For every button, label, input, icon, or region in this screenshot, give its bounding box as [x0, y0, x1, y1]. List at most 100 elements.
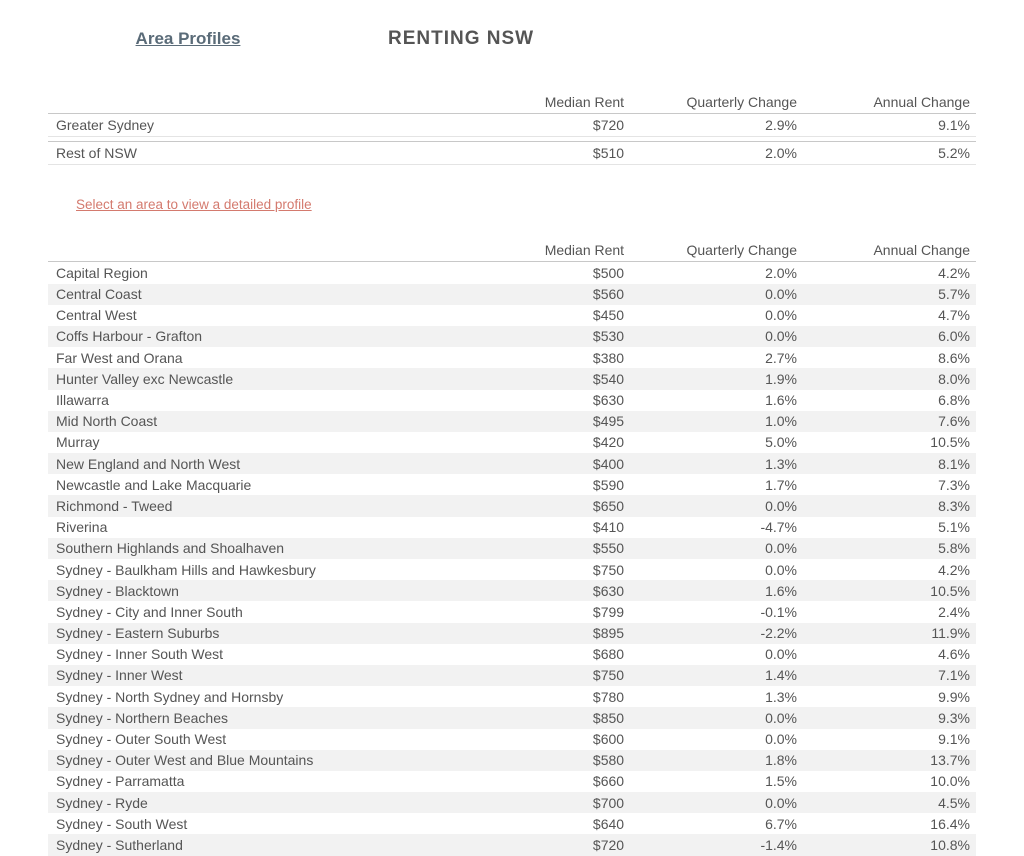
annual-change: 4.2%	[803, 262, 976, 284]
quarterly-change: 0.0%	[630, 305, 803, 326]
area-name: Sydney - Baulkham Hills and Hawkesbury	[48, 559, 457, 580]
area-name: Hunter Valley exc Newcastle	[48, 368, 457, 389]
table-row[interactable]: New England and North West$4001.3%8.1%	[48, 453, 976, 474]
annual-change: 9.3%	[803, 707, 976, 728]
median-rent: $630	[457, 580, 630, 601]
quarterly-change: 1.7%	[630, 474, 803, 495]
table-row[interactable]: Newcastle and Lake Macquarie$5901.7%7.3%	[48, 474, 976, 495]
table-row[interactable]: Sydney - Baulkham Hills and Hawkesbury$7…	[48, 559, 976, 580]
annual-change: 16.4%	[803, 813, 976, 834]
median-rent: $495	[457, 411, 630, 432]
table-row[interactable]: Sydney - Outer South West$6000.0%9.1%	[48, 729, 976, 750]
header: Area Profiles RENTING NSW	[48, 28, 976, 50]
median-rent: $750	[457, 559, 630, 580]
area-name: Sydney - Inner West	[48, 665, 457, 686]
page-title: RENTING NSW	[328, 28, 976, 50]
annual-change: 10.0%	[803, 771, 976, 792]
instruction-link[interactable]: Select an area to view a detailed profil…	[76, 197, 312, 212]
annual-change: 10.5%	[803, 580, 976, 601]
quarterly-change: -0.1%	[630, 601, 803, 622]
table-row[interactable]: Sydney - South West$6406.7%16.4%	[48, 813, 976, 834]
annual-change: 8.3%	[803, 495, 976, 516]
median-rent: $799	[457, 601, 630, 622]
area-name: Sydney - North Sydney and Hornsby	[48, 686, 457, 707]
area-name: Richmond - Tweed	[48, 495, 457, 516]
table-row[interactable]: Hunter Valley exc Newcastle$5401.9%8.0%	[48, 368, 976, 389]
quarterly-change: 1.3%	[630, 686, 803, 707]
col-header-name	[48, 240, 457, 262]
table-row[interactable]: Sydney - Ryde$7000.0%4.5%	[48, 792, 976, 813]
table-row[interactable]: Far West and Orana$3802.7%8.6%	[48, 347, 976, 368]
table-row[interactable]: Sydney - North Sydney and Hornsby$7801.3…	[48, 686, 976, 707]
annual-change: 4.6%	[803, 644, 976, 665]
annual-change: 9.1%	[803, 729, 976, 750]
median-rent: $700	[457, 792, 630, 813]
quarterly-change: 0.0%	[630, 729, 803, 750]
median-rent: $530	[457, 326, 630, 347]
table-row[interactable]: Mid North Coast$4951.0%7.6%	[48, 411, 976, 432]
area-name: Sydney - Ryde	[48, 792, 457, 813]
area-name: New England and North West	[48, 453, 457, 474]
area-name: Sydney - Eastern Suburbs	[48, 623, 457, 644]
quarterly-change: 6.7%	[630, 813, 803, 834]
annual-change: 2.4%	[803, 601, 976, 622]
table-row[interactable]: Riverina$410-4.7%5.1%	[48, 517, 976, 538]
annual-change: 7.6%	[803, 411, 976, 432]
table-row[interactable]: Sydney - Parramatta$6601.5%10.0%	[48, 771, 976, 792]
annual-change: 4.7%	[803, 305, 976, 326]
area-name: Sydney - Parramatta	[48, 771, 457, 792]
table-row[interactable]: Coffs Harbour - Grafton$5300.0%6.0%	[48, 326, 976, 347]
median-rent: $750	[457, 665, 630, 686]
quarterly-change: 1.5%	[630, 771, 803, 792]
col-header-median: Median Rent	[457, 240, 630, 262]
table-row[interactable]: Sydney - Inner South West$6800.0%4.6%	[48, 644, 976, 665]
annual-change: 5.8%	[803, 538, 976, 559]
table-row[interactable]: Central West$4500.0%4.7%	[48, 305, 976, 326]
median-rent: $450	[457, 305, 630, 326]
col-header-annual: Annual Change	[803, 240, 976, 262]
table-row[interactable]: Capital Region$5002.0%4.2%	[48, 262, 976, 284]
table-row[interactable]: Southern Highlands and Shoalhaven$5500.0…	[48, 538, 976, 559]
median-rent: $780	[457, 686, 630, 707]
col-header-quarterly: Quarterly Change	[630, 240, 803, 262]
area-name: Sydney - Outer South West	[48, 729, 457, 750]
table-row[interactable]: Sydney - Eastern Suburbs$895-2.2%11.9%	[48, 623, 976, 644]
table-row[interactable]: Richmond - Tweed$6500.0%8.3%	[48, 495, 976, 516]
median-rent: $410	[457, 517, 630, 538]
median-rent: $400	[457, 453, 630, 474]
table-row[interactable]: Sydney - Northern Beaches$8500.0%9.3%	[48, 707, 976, 728]
annual-change: 7.1%	[803, 665, 976, 686]
annual-change: 6.8%	[803, 390, 976, 411]
area-name: Newcastle and Lake Macquarie	[48, 474, 457, 495]
quarterly-change: -2.2%	[630, 623, 803, 644]
tab-area-profiles[interactable]: Area Profiles	[48, 29, 328, 49]
annual-change: 4.2%	[803, 559, 976, 580]
table-row[interactable]: Sydney - Blacktown$6301.6%10.5%	[48, 580, 976, 601]
area-name: Capital Region	[48, 262, 457, 284]
median-rent: $550	[457, 538, 630, 559]
table-row[interactable]: Sydney - Sutherland$720-1.4%10.8%	[48, 834, 976, 855]
area-name: Murray	[48, 432, 457, 453]
table-row[interactable]: Sydney - Inner West$7501.4%7.1%	[48, 665, 976, 686]
quarterly-change: 2.7%	[630, 347, 803, 368]
area-name: Sydney - Northern Beaches	[48, 707, 457, 728]
area-name: Mid North Coast	[48, 411, 457, 432]
quarterly-change: 1.4%	[630, 665, 803, 686]
median-rent: $420	[457, 432, 630, 453]
annual-change: 5.7%	[803, 284, 976, 305]
table-row[interactable]: Central Coast$5600.0%5.7%	[48, 284, 976, 305]
col-header-quarterly: Quarterly Change	[630, 92, 803, 114]
detail-table: Median Rent Quarterly Change Annual Chan…	[48, 240, 976, 855]
quarterly-change: 5.0%	[630, 432, 803, 453]
quarterly-change: 0.0%	[630, 792, 803, 813]
quarterly-change: -4.7%	[630, 517, 803, 538]
table-row[interactable]: Murray$4205.0%10.5%	[48, 432, 976, 453]
table-row[interactable]: Rest of NSW$5102.0%5.2%	[48, 142, 976, 165]
area-name: Central West	[48, 305, 457, 326]
col-header-median: Median Rent	[457, 92, 630, 114]
table-row[interactable]: Sydney - City and Inner South$799-0.1%2.…	[48, 601, 976, 622]
table-row[interactable]: Greater Sydney$7202.9%9.1%	[48, 114, 976, 137]
table-row[interactable]: Illawarra$6301.6%6.8%	[48, 390, 976, 411]
area-name: Sydney - Inner South West	[48, 644, 457, 665]
median-rent: $600	[457, 729, 630, 750]
